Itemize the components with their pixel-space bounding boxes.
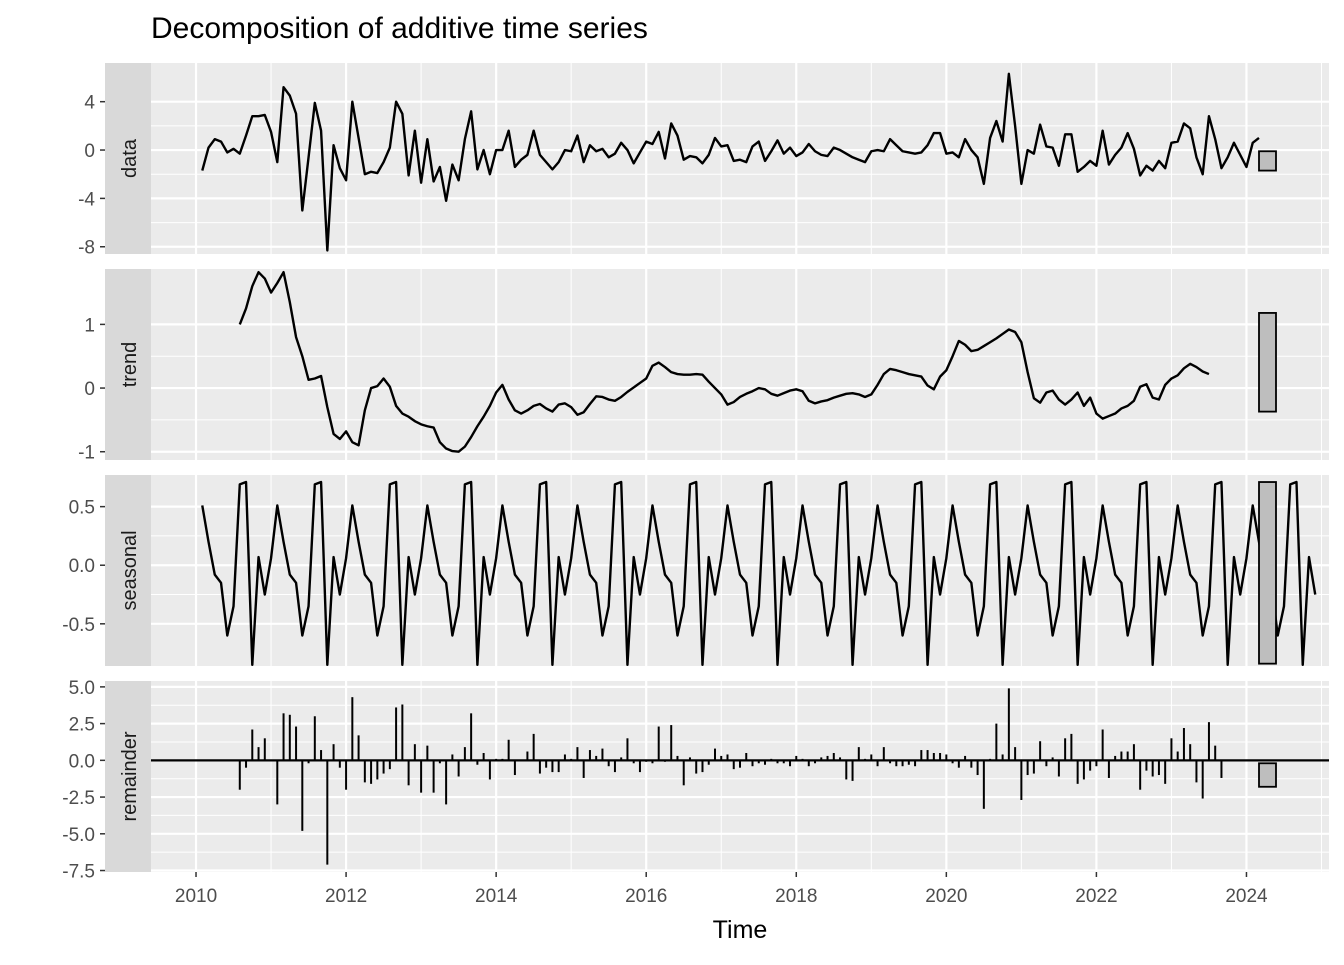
y-tick-label: 0.0 — [69, 556, 95, 577]
facet-strip — [105, 681, 151, 872]
facet-label-seasonal: seasonal — [119, 530, 141, 610]
y-tick-label: 2.5 — [69, 715, 95, 736]
scale-bar-seasonal — [1258, 481, 1277, 665]
panel-seasonal: 0.5 0.0 -0.5 seasonal — [62, 475, 1329, 667]
y-tick-label: 0.5 — [69, 498, 95, 519]
scale-bar-trend — [1258, 312, 1277, 413]
panel-trend: 1 0 -1 trend — [78, 269, 1329, 464]
y-tick-label: -7.5 — [62, 862, 95, 883]
y-tick-label: 0 — [84, 379, 95, 400]
facet-label-remainder: remainder — [119, 731, 141, 821]
y-tick-label: -0.5 — [62, 615, 95, 636]
facet-strip — [105, 63, 151, 254]
y-tick-label: -5.0 — [62, 825, 95, 846]
y-tick-label: -8 — [78, 238, 95, 259]
x-tick-label: 2018 — [775, 886, 817, 907]
panel-background — [151, 681, 1329, 872]
y-tick-label: -4 — [78, 189, 95, 210]
x-axis: 2010 2012 2014 2016 2018 2020 2022 2024 — [175, 872, 1268, 907]
y-tick-label: -1 — [78, 443, 95, 464]
y-tick-label: 0.0 — [69, 751, 95, 772]
panel-remainder: 5.0 2.5 0.0 -2.5 -5.0 -7.5 remainder — [62, 678, 1329, 883]
x-tick-label: 2014 — [475, 886, 518, 907]
x-tick-label: 2024 — [1225, 886, 1268, 907]
y-tick-label: 4 — [84, 93, 95, 114]
series-line-data — [201, 72, 1260, 252]
x-tick-label: 2016 — [625, 886, 667, 907]
chart-title: Decomposition of additive time series — [151, 12, 648, 45]
series-line-trend — [238, 270, 1210, 453]
facet-label-trend: trend — [119, 342, 141, 388]
y-tick-label: 1 — [84, 315, 95, 336]
panel-data: 4 0 -4 -8 data — [78, 63, 1329, 259]
y-tick-label: 0 — [84, 141, 95, 162]
x-tick-label: 2022 — [1075, 886, 1117, 907]
facet-strip — [105, 475, 151, 666]
x-axis-title: Time — [713, 916, 768, 944]
facet-strip — [105, 269, 151, 460]
x-tick-label: 2012 — [325, 886, 367, 907]
series-line-seasonal — [201, 480, 1317, 667]
y-tick-label: -2.5 — [62, 788, 95, 809]
panel-background — [151, 269, 1329, 460]
x-tick-label: 2010 — [175, 886, 217, 907]
y-tick-label: 5.0 — [69, 678, 95, 699]
scale-bar-data — [1258, 150, 1277, 172]
x-tick-label: 2020 — [925, 886, 967, 907]
scale-bar-remainder — [1258, 762, 1277, 788]
facet-label-data: data — [119, 138, 141, 178]
